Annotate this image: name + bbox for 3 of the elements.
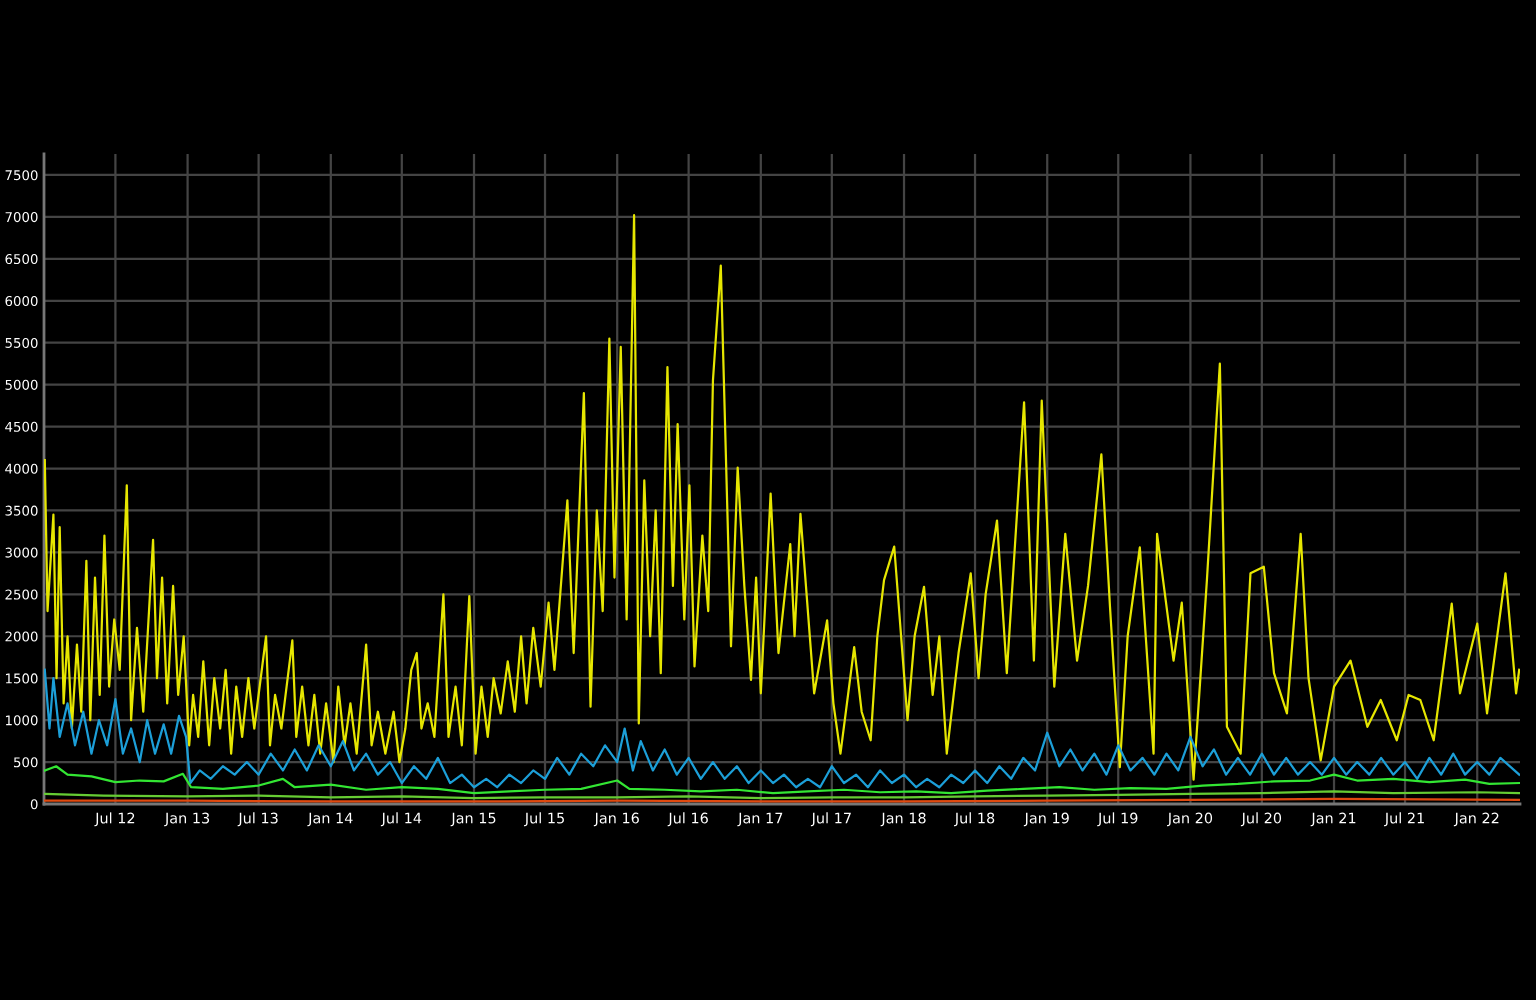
line-series bbox=[44, 214, 1520, 781]
line-series bbox=[44, 765, 1520, 795]
line-series bbox=[44, 668, 1520, 789]
